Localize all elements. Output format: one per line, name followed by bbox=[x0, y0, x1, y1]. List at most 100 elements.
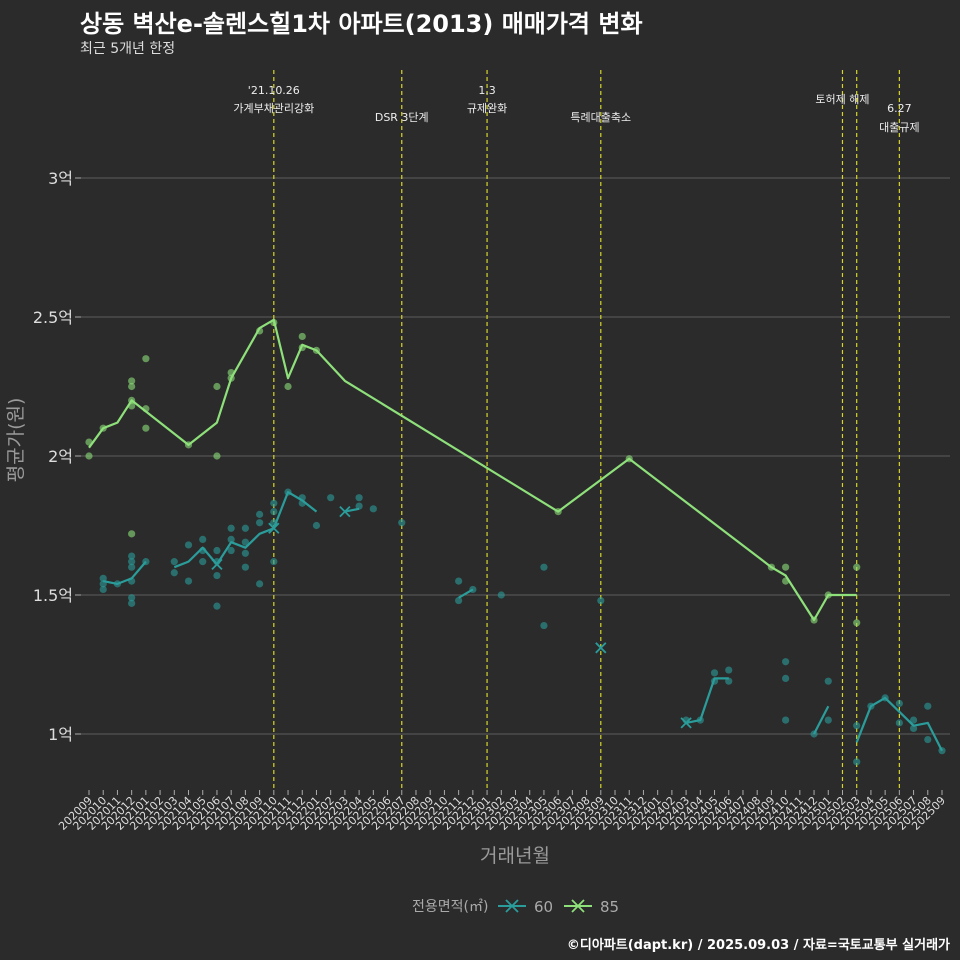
data-point bbox=[227, 524, 235, 532]
legend-label: 60 bbox=[534, 898, 553, 916]
data-point bbox=[128, 599, 136, 607]
legend-marker bbox=[505, 899, 519, 913]
y-tick-label: 2.5억 bbox=[33, 308, 73, 327]
data-point bbox=[497, 591, 505, 599]
series-line bbox=[173, 491, 318, 569]
data-point bbox=[782, 716, 790, 724]
x-marker bbox=[211, 558, 223, 571]
event-label: DSR 3단계 bbox=[375, 111, 429, 124]
y-tick-label: 1억 bbox=[48, 725, 73, 744]
data-point bbox=[241, 538, 249, 546]
event-label: 특례대출축소 bbox=[570, 111, 631, 124]
data-point bbox=[170, 569, 178, 577]
data-point bbox=[853, 722, 861, 730]
data-point bbox=[782, 674, 790, 683]
data-point bbox=[895, 699, 903, 708]
data-point bbox=[99, 585, 107, 594]
y-ticks: 1억 1.5억 2억 2.5억 3억 bbox=[33, 169, 81, 744]
data-point bbox=[99, 574, 107, 582]
event-label: 1.3 bbox=[478, 84, 496, 97]
x-marker bbox=[339, 505, 351, 518]
data-point bbox=[540, 621, 548, 630]
data-point bbox=[128, 382, 136, 391]
data-point bbox=[256, 510, 264, 518]
x-ticks: 2020092020102020112020122021012021022021… bbox=[56, 790, 948, 833]
chart-subtitle: 최근 5개년 한정 bbox=[80, 41, 176, 57]
data-point bbox=[312, 521, 321, 530]
x-marker bbox=[595, 642, 607, 654]
data-point bbox=[909, 724, 918, 733]
legend-label: 85 bbox=[600, 898, 619, 916]
data-point bbox=[199, 558, 207, 566]
data-point bbox=[256, 580, 264, 588]
series-line bbox=[344, 507, 360, 513]
data-point bbox=[213, 382, 221, 391]
series-layer bbox=[85, 318, 946, 766]
data-point bbox=[213, 452, 221, 460]
data-point bbox=[540, 563, 548, 571]
data-point bbox=[782, 658, 790, 666]
y-tick-label: 1.5억 bbox=[33, 586, 73, 605]
y-axis-label: 평균가(원) bbox=[5, 398, 27, 483]
x-marker bbox=[268, 522, 280, 534]
data-point bbox=[455, 577, 463, 585]
data-point bbox=[355, 502, 363, 510]
data-point bbox=[710, 669, 719, 677]
event-label: 6.27 bbox=[887, 102, 912, 115]
event-label: 토허제 해제 bbox=[815, 92, 869, 106]
event-label: 대출규제 bbox=[879, 121, 919, 134]
y-tick-label: 2억 bbox=[48, 447, 73, 466]
data-point bbox=[924, 735, 932, 744]
data-point bbox=[128, 377, 136, 385]
data-point bbox=[184, 577, 193, 585]
series-line bbox=[855, 696, 943, 752]
event-label: 가계부채관리강화 bbox=[233, 102, 314, 115]
x-marker bbox=[680, 717, 692, 729]
data-point bbox=[284, 382, 292, 391]
data-point bbox=[241, 524, 249, 532]
series-line bbox=[102, 560, 147, 586]
data-point bbox=[355, 494, 363, 502]
data-point bbox=[227, 546, 235, 555]
x-axis-label: 거래년월 bbox=[480, 845, 550, 867]
data-point bbox=[213, 602, 221, 610]
event-label: '21.10.26 bbox=[248, 84, 300, 97]
data-point bbox=[455, 596, 463, 605]
legend: 전용면적(㎡) 60 85 bbox=[412, 898, 619, 916]
series-line bbox=[88, 318, 857, 622]
data-point bbox=[782, 563, 790, 571]
data-point bbox=[270, 508, 278, 516]
series-line bbox=[685, 677, 729, 724]
data-point bbox=[142, 424, 150, 432]
data-point bbox=[128, 563, 136, 571]
data-point bbox=[853, 619, 861, 627]
chart-title: 상동 벽산e-솔렌스힐1차 아파트(2013) 매매가격 변화 bbox=[80, 10, 643, 38]
data-point bbox=[369, 505, 377, 513]
legend-title: 전용면적(㎡) bbox=[412, 899, 488, 915]
source-caption: ©디아파트(dapt.kr) / 2025.09.03 / 자료=국토교통부 실… bbox=[566, 938, 950, 953]
data-point bbox=[227, 535, 235, 544]
data-point bbox=[824, 716, 832, 724]
data-point bbox=[85, 452, 93, 460]
legend-item-85: 85 bbox=[564, 898, 619, 916]
data-point bbox=[270, 558, 278, 566]
data-point bbox=[213, 571, 221, 580]
data-point bbox=[128, 530, 136, 538]
series-line bbox=[813, 705, 830, 735]
series-60 bbox=[99, 488, 946, 766]
data-point bbox=[895, 719, 903, 727]
legend-marker bbox=[571, 899, 585, 913]
grid-layer bbox=[77, 177, 950, 735]
data-point bbox=[128, 594, 136, 602]
data-point bbox=[909, 716, 918, 724]
data-point bbox=[128, 552, 136, 560]
data-point bbox=[170, 558, 178, 566]
data-point bbox=[142, 355, 150, 363]
data-point bbox=[398, 519, 406, 527]
data-point bbox=[597, 596, 605, 605]
data-point bbox=[213, 546, 221, 555]
data-point bbox=[270, 499, 278, 507]
data-point bbox=[924, 702, 932, 710]
